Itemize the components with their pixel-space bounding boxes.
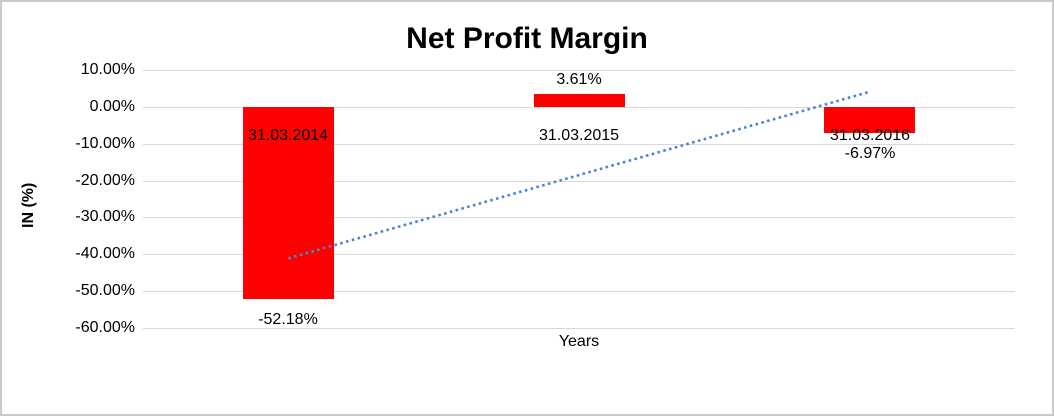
y-tick-label: -50.00% [75,282,135,299]
x-axis-title: Years [558,333,600,350]
y-tick-label: -40.00% [75,245,135,262]
bar-31.03.2015 [534,94,625,107]
gridline [143,291,1015,292]
y-tick-label: -60.00% [75,319,135,336]
value-label: -52.18% [258,311,318,328]
value-label: 3.61% [556,71,602,88]
category-label: 31.03.2015 [538,127,620,144]
linear-trendline [287,90,871,260]
gridline [143,70,1015,71]
y-tick-label: 0.00% [89,98,135,115]
value-label: -6.97% [844,145,896,162]
y-axis-title: IN (%) [20,182,37,228]
y-tick-label: 10.00% [80,61,135,78]
category-label: 31.03.2014 [247,127,329,144]
gridline [143,328,1015,329]
category-label: 31.03.2016 [829,127,911,144]
chart-title: Net Profit Margin [406,22,648,55]
y-tick-label: -20.00% [75,172,135,189]
y-tick-label: -10.00% [75,135,135,152]
y-tick-label: -30.00% [75,208,135,225]
